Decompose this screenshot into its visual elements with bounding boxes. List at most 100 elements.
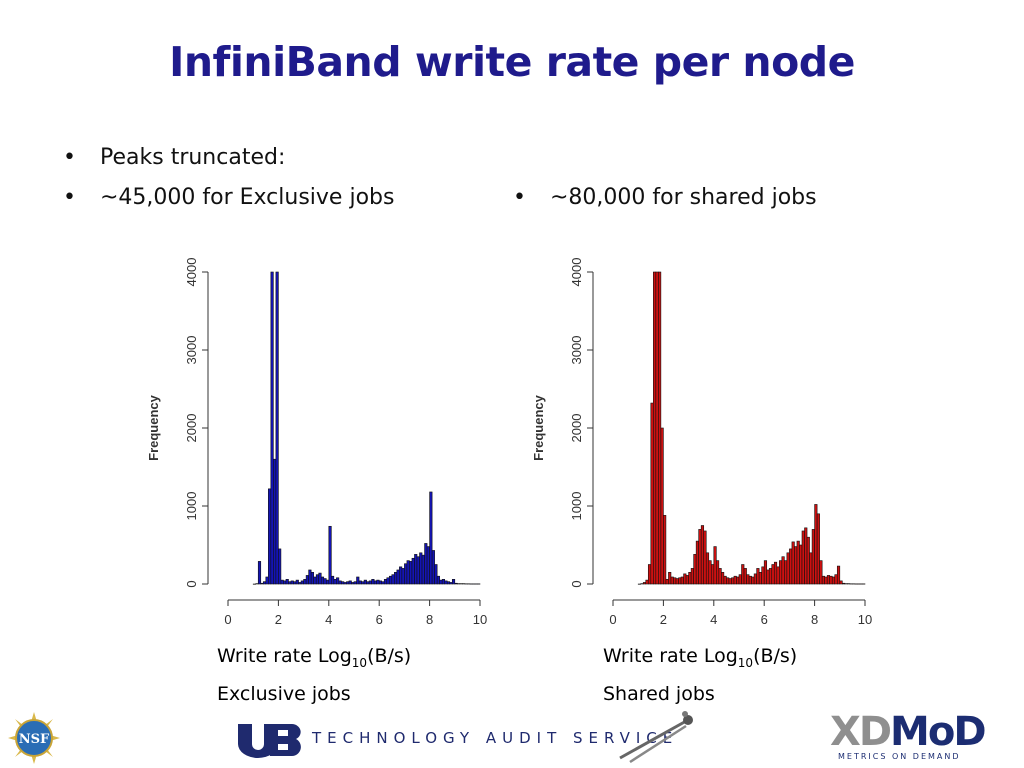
ub-logo-icon: UB xyxy=(238,724,301,758)
histogram-bar xyxy=(419,552,423,585)
histogram-bar xyxy=(685,575,689,585)
histogram-bar xyxy=(341,581,345,585)
histogram-bar xyxy=(723,575,727,585)
histogram-bar xyxy=(323,578,327,585)
histogram-bar xyxy=(731,577,735,585)
histogram-bar xyxy=(388,575,393,585)
histogram-bar xyxy=(313,576,317,585)
nsf-logo-icon: NSF xyxy=(8,712,60,764)
x-tick-label: 10 xyxy=(473,612,487,627)
y-tick-label: 2000 xyxy=(569,414,584,443)
histogram-bar xyxy=(705,552,710,585)
histogram-bar xyxy=(741,564,745,585)
caption-line1: Write rate Log10(B/s) xyxy=(603,645,798,670)
histogram-bar xyxy=(688,571,692,585)
x-tick-label: 0 xyxy=(224,612,231,627)
histogram-bar xyxy=(378,580,383,585)
histogram-bar xyxy=(804,527,808,585)
x-tick-label: 6 xyxy=(761,612,768,627)
histogram-bar xyxy=(698,529,702,585)
histogram-bar xyxy=(675,578,679,585)
histogram-bar xyxy=(265,576,269,585)
histogram-bar xyxy=(300,580,304,585)
y-axis: 0 1000 2000 3000 4000 xyxy=(184,258,209,588)
histogram-bar xyxy=(645,579,649,585)
histogram-bar xyxy=(336,577,340,585)
histogram-bar xyxy=(713,546,717,585)
histogram-bar xyxy=(693,554,697,585)
histogram-bar xyxy=(758,571,762,585)
histogram-bar xyxy=(394,571,398,585)
histogram-bar xyxy=(280,579,284,585)
histogram-bar xyxy=(796,540,800,585)
histogram-bar xyxy=(429,491,433,585)
histogram-bar xyxy=(660,427,664,585)
histogram-bar xyxy=(363,579,367,585)
histogram-bar xyxy=(748,575,752,585)
histogram-bar xyxy=(663,515,667,585)
caption-shared: Write rate Log10(B/s) Shared jobs xyxy=(603,641,797,710)
y-tick-label: 3000 xyxy=(184,336,199,365)
histogram-bar xyxy=(409,561,413,585)
technology-audit-service-text: TECHNOLOGY AUDIT SERVICE xyxy=(312,729,679,747)
histogram-bar xyxy=(391,574,395,585)
histogram-bar xyxy=(449,582,453,585)
bullet-text: ~80,000 for shared jobs xyxy=(550,185,817,210)
histogram-bar xyxy=(298,582,302,585)
histogram-bar xyxy=(756,568,760,585)
histogram-bar xyxy=(753,573,757,585)
histogram-bar xyxy=(814,504,818,585)
histogram-bar xyxy=(670,576,674,585)
histogram-bar xyxy=(399,566,403,585)
bullet-text: Peaks truncated: xyxy=(100,145,286,170)
bullet-dot-icon: • xyxy=(513,185,526,210)
bullet-shared-jobs: • ~80,000 for shared jobs xyxy=(513,185,817,210)
histogram-bar xyxy=(826,575,831,585)
histogram-bar xyxy=(794,546,798,585)
histogram-bar xyxy=(268,488,272,585)
page-title: InfiniBand write rate per node xyxy=(169,38,855,86)
histogram-bar xyxy=(416,556,420,585)
histogram-bar xyxy=(776,566,780,585)
histogram-bar xyxy=(836,565,841,585)
histogram-bar xyxy=(262,581,267,585)
histogram-bar xyxy=(768,568,773,585)
x-tick-label: 4 xyxy=(325,612,332,627)
histogram-bar xyxy=(283,580,287,585)
y-tick-label: 4000 xyxy=(569,258,584,287)
histogram-bar xyxy=(658,271,662,585)
histogram-bar xyxy=(434,564,438,585)
histogram-bar xyxy=(381,581,385,585)
histogram-bar xyxy=(811,529,815,585)
histogram-bar xyxy=(308,569,312,585)
histogram-bar xyxy=(819,560,823,585)
histogram-bar xyxy=(806,536,810,585)
histogram-bar xyxy=(333,579,337,585)
x-tick-label: 2 xyxy=(275,612,282,627)
histogram-bar xyxy=(305,575,309,585)
histogram-bar xyxy=(647,564,652,585)
caption-exclusive: Write rate Log10(B/s) Exclusive jobs xyxy=(217,641,411,710)
histogram-bar xyxy=(751,576,755,585)
y-tick-label: 4000 xyxy=(184,258,199,287)
histogram-bar xyxy=(275,271,279,585)
histogram-bar xyxy=(665,579,669,585)
histogram-bar xyxy=(396,569,400,585)
histogram-bar xyxy=(673,577,677,585)
histogram-bar xyxy=(842,582,846,585)
histogram-bar xyxy=(653,271,657,585)
nsf-logo-text: NSF xyxy=(19,732,50,747)
histogram-bar xyxy=(708,560,712,585)
histogram-bar xyxy=(386,577,390,585)
histogram-bar xyxy=(436,575,440,585)
histogram-bar xyxy=(446,581,451,585)
histogram-bar xyxy=(406,560,410,585)
histogram-bar xyxy=(358,580,362,585)
caption-line2: Exclusive jobs xyxy=(217,682,351,705)
histogram-bar xyxy=(320,576,325,585)
histogram-bar xyxy=(361,581,365,585)
histogram-bar xyxy=(328,525,332,585)
histogram-exclusive: 0 2 4 6 8 10 0 1000 2000 3000 4000 Frequency xyxy=(146,258,487,627)
histogram-bar xyxy=(799,544,803,585)
histogram-bar xyxy=(816,513,820,585)
